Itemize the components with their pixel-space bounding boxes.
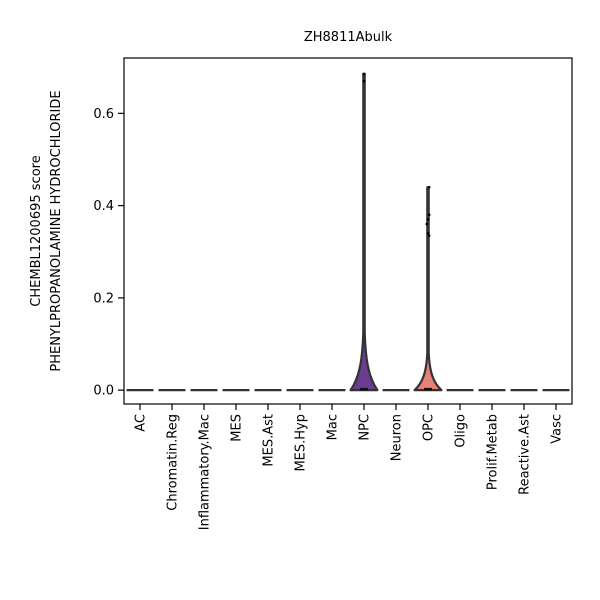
y-axis-label-line-1: CHEMBL1200695 score xyxy=(29,155,44,306)
data-point xyxy=(426,232,430,235)
data-point xyxy=(425,222,429,226)
data-point xyxy=(426,218,430,221)
data-point xyxy=(362,72,366,76)
x-tick-label: AC xyxy=(134,414,149,432)
x-tick-label: Mac xyxy=(326,414,341,440)
x-tick-label: NPC xyxy=(358,414,373,441)
data-point xyxy=(427,185,431,189)
y-tick-label: 0.4 xyxy=(93,199,114,214)
x-tick-label: Chromatin.Reg xyxy=(166,414,181,511)
y-axis: 0.0 0.2 0.4 0.6 xyxy=(93,107,124,399)
x-tick-label: MES.Ast xyxy=(262,414,277,467)
x-tick-label: Inflammatory.Mac xyxy=(198,414,213,530)
y-axis-label-line-2: PHENYLPROPANOLAMINE HYDROCHLORIDE xyxy=(49,90,64,371)
x-tick-label: Prolif.Metab xyxy=(486,414,501,490)
y-tick-label: 0.2 xyxy=(93,291,114,306)
x-tick-label: Vasc xyxy=(550,414,565,444)
x-tick-label: Oligo xyxy=(454,414,469,448)
data-point xyxy=(427,213,431,217)
chart-title: ZH8811Abulk xyxy=(304,30,393,45)
plot-frame xyxy=(123,57,573,405)
y-axis-label: CHEMBL1200695 score PHENYLPROPANOLAMINE … xyxy=(29,90,64,371)
violin-OPC xyxy=(413,186,443,392)
y-tick-label: 0.0 xyxy=(93,384,114,399)
violin-NPC xyxy=(349,72,379,392)
data-point xyxy=(427,234,431,237)
x-tick-label: Neuron xyxy=(390,414,405,461)
x-tick-label: Reactive.Ast xyxy=(518,414,533,495)
x-tick-label: MES.Hyp xyxy=(294,414,309,472)
y-tick-label: 0.6 xyxy=(93,107,114,122)
violin-marks xyxy=(126,72,570,392)
data-point xyxy=(362,79,366,83)
x-tick-label: OPC xyxy=(422,414,437,441)
x-axis: AC Chromatin.Reg Inflammatory.Mac MES MES.As… xyxy=(134,404,565,530)
x-tick-label: MES xyxy=(230,414,245,442)
